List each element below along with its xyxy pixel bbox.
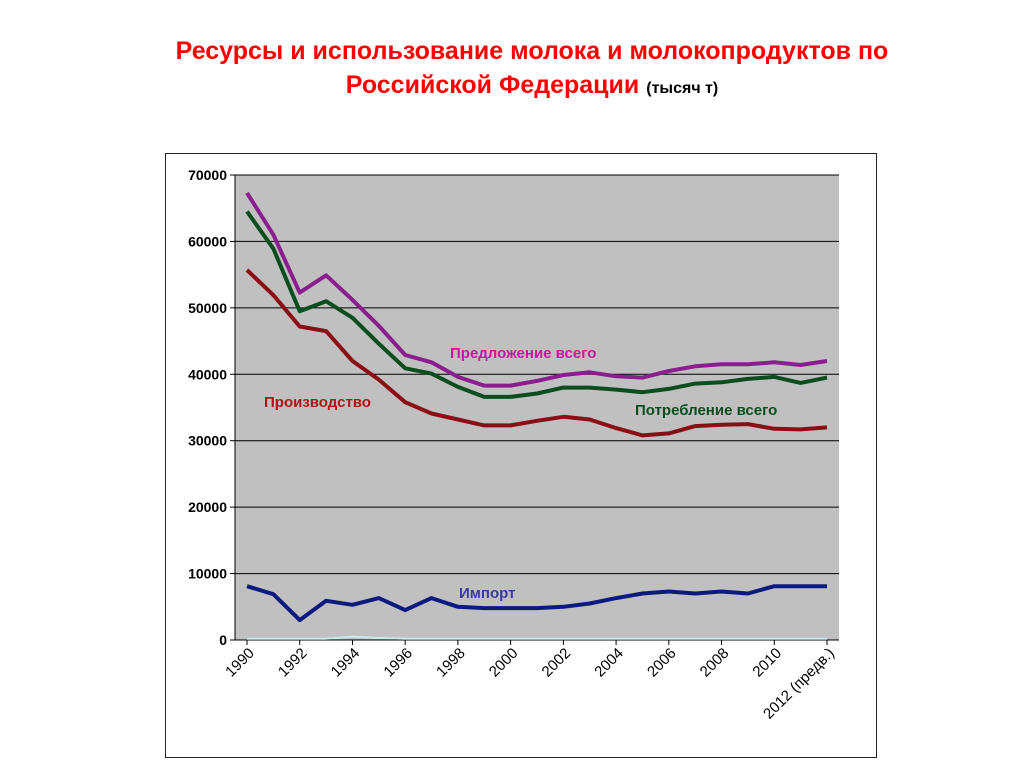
- x-axis: 1990 1992 1994 1996 1998 2000 2002 2004 2006 2008…: [222, 639, 839, 723]
- plot-area: [235, 175, 839, 640]
- y-tick-label: 20000: [188, 499, 227, 515]
- y-tick-label: 30000: [188, 433, 227, 449]
- y-tick-label: 10000: [188, 566, 227, 582]
- x-tick-label: 1992: [275, 645, 311, 681]
- series-line-consumption: [245, 210, 828, 399]
- y-tick-label: 0: [219, 632, 227, 648]
- series-line-baseline: [247, 635, 827, 640]
- y-tick-label: 60000: [188, 233, 227, 249]
- x-tick-label: 2006: [644, 645, 680, 681]
- x-tick-label: 1998: [433, 645, 469, 681]
- label-import: Импорт: [459, 585, 515, 602]
- label-consumption: Потребление всего: [635, 402, 777, 419]
- series-labels: Предложение всего Потребление всего Прои…: [264, 345, 777, 602]
- label-supply: Предложение всего: [450, 345, 596, 362]
- x-tick-label: 1994: [328, 645, 364, 681]
- page-title: Ресурсы и использование молока и молокоп…: [0, 34, 1024, 106]
- series-line-supply: [245, 191, 828, 388]
- x-tick-label: 1996: [380, 645, 416, 681]
- title-line2: Российской Федерации: [345, 71, 640, 99]
- title-unit: (тысяч т): [646, 80, 719, 97]
- y-tick-label: 50000: [188, 300, 227, 316]
- x-tick-label: 2000: [486, 645, 522, 681]
- x-tick-label: 2004: [591, 645, 627, 681]
- y-axis: 0 10000 20000 30000 40000 50000 60000 70000: [188, 167, 236, 648]
- y-tick-label: 40000: [188, 366, 227, 382]
- y-tick-label: 70000: [188, 167, 227, 183]
- title-main: Ресурсы и использование молока и молокоп…: [175, 37, 889, 65]
- x-tick-label: 2008: [697, 645, 733, 681]
- series-lines: [245, 191, 828, 640]
- series-line-production: [245, 268, 828, 438]
- x-tick-label: 2002: [539, 645, 575, 681]
- x-tick-label: 1990: [222, 645, 258, 681]
- series-line-import: [246, 584, 827, 623]
- label-production: Производство: [264, 394, 371, 411]
- x-tick-label: 2010: [749, 645, 785, 681]
